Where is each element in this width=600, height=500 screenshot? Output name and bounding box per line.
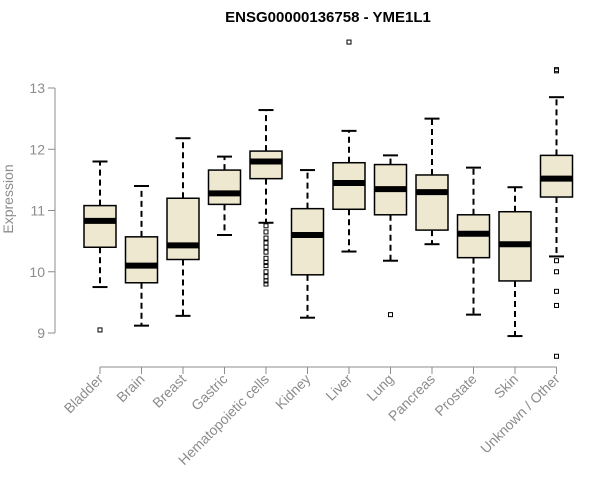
x-tick-label: Prostate: [431, 371, 479, 419]
box-group: [249, 109, 283, 287]
outlier-point: [554, 67, 559, 73]
iqr-box: [415, 174, 449, 231]
x-tick-label: Brain: [113, 371, 147, 405]
box-group: [456, 166, 491, 316]
box-group: [498, 186, 532, 338]
outlier-point: [554, 269, 559, 275]
iqr-box: [290, 207, 325, 276]
y-tick-label: 12: [29, 141, 45, 157]
iqr-box: [332, 161, 366, 211]
iqr-box: [249, 150, 283, 180]
box-group: [166, 137, 200, 317]
outlier-point: [263, 229, 269, 235]
outlier-point: [554, 302, 559, 308]
outlier-point: [97, 327, 103, 333]
box-group: [332, 39, 366, 253]
outlier-point: [263, 249, 269, 255]
outlier-point: [263, 223, 269, 229]
x-tick-label: Bladder: [61, 371, 107, 417]
outlier-point: [388, 312, 393, 318]
iqr-box: [83, 204, 117, 249]
outlier-point: [263, 278, 269, 284]
box-group: [83, 160, 117, 333]
iqr-box: [166, 197, 200, 261]
outlier-point: [263, 255, 269, 261]
y-tick-label: 13: [29, 80, 45, 96]
box-group: [290, 169, 325, 319]
iqr-box: [124, 236, 159, 284]
outlier-point: [263, 281, 269, 287]
box-group: [373, 154, 408, 318]
outlier-point: [263, 244, 269, 250]
outlier-point: [263, 235, 269, 241]
box-group: [124, 185, 159, 327]
x-tick-label: Lung: [363, 371, 396, 404]
outlier-point: [263, 269, 269, 275]
iqr-box: [207, 169, 242, 206]
y-tick-label: 11: [30, 203, 45, 219]
box-group: [539, 67, 574, 359]
x-tick-label: Unknown / Other: [477, 371, 563, 457]
outlier-point: [346, 39, 352, 45]
y-axis-label: Expression: [0, 164, 16, 233]
chart-title: ENSG00000136758 - YME1L1: [225, 9, 431, 26]
y-tick-label: 9: [37, 325, 45, 341]
box-plot-series: [83, 39, 574, 359]
outlier-point: [263, 274, 269, 280]
outlier-point: [263, 263, 269, 269]
outlier-point: [263, 240, 269, 246]
y-axis: 9 10 11 12 13: [29, 80, 56, 341]
outlier-point: [554, 288, 559, 294]
box-group: [207, 155, 242, 236]
outlier-point: [263, 260, 269, 266]
x-tick-label: Skin: [491, 371, 522, 402]
outlier-point: [554, 68, 559, 74]
outlier-point: [554, 353, 559, 359]
box-group: [415, 117, 449, 246]
x-tick-label: Breast: [149, 371, 189, 411]
x-tick-label: Liver: [322, 371, 355, 404]
outlier-point: [554, 258, 559, 264]
x-tick-label: Kidney: [272, 371, 314, 413]
y-tick-label: 10: [29, 264, 45, 280]
